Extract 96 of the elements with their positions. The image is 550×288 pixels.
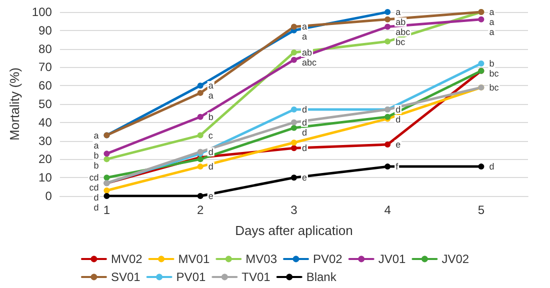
x-axis-title: Days after aplication — [235, 223, 353, 238]
point — [197, 193, 204, 199]
annotation: d — [396, 114, 401, 125]
point — [290, 119, 297, 126]
annotation: d — [489, 162, 494, 172]
annotation: e — [302, 172, 307, 183]
point — [384, 164, 391, 170]
point — [290, 49, 297, 56]
legend-label: TV01 — [242, 270, 271, 284]
point — [384, 16, 391, 22]
y-tick-label: 100 — [32, 5, 52, 19]
y-axis-title: Mortality (%) — [7, 68, 22, 140]
annotation: e — [396, 139, 401, 150]
y-tick-label: 80 — [38, 42, 52, 56]
annotation: a — [489, 17, 494, 27]
legend-label: JV01 — [378, 252, 406, 266]
y-tick-label: 40 — [38, 115, 52, 130]
annotation: bc — [396, 37, 406, 47]
annotation: f — [396, 162, 399, 172]
point — [104, 187, 110, 194]
annotation: d — [302, 104, 307, 115]
annotation: a — [396, 7, 401, 17]
annotation: a — [208, 90, 214, 101]
legend-label: MV01 — [178, 252, 210, 266]
annotation: d — [94, 192, 99, 203]
legend-label: JV02 — [442, 252, 470, 266]
legend-label: PV02 — [312, 252, 343, 266]
point — [104, 174, 110, 181]
y-tick-label: 20 — [38, 152, 52, 166]
y-tick-label: 30 — [38, 134, 52, 148]
x-tick-label: 3 — [290, 203, 298, 217]
point — [104, 150, 110, 157]
point — [197, 114, 204, 120]
point — [104, 156, 110, 162]
annotation: cd — [89, 182, 99, 193]
point — [290, 106, 297, 113]
point — [384, 24, 391, 30]
annotation: bc — [489, 68, 500, 79]
point — [197, 164, 204, 170]
annotation: ab — [302, 47, 312, 58]
legend-label: SV01 — [110, 270, 141, 284]
point — [290, 124, 297, 131]
annotation: d — [94, 202, 99, 213]
point — [290, 145, 297, 152]
point — [197, 132, 204, 138]
annotation: d — [208, 162, 214, 172]
annotation: a — [94, 130, 99, 140]
point — [104, 193, 110, 199]
x-tick-label: 2 — [197, 203, 204, 217]
legend-label: Blank — [306, 270, 338, 284]
point — [290, 24, 297, 30]
annotation: c — [208, 130, 214, 140]
annotation: a — [94, 140, 99, 150]
point — [290, 56, 297, 63]
legend-label: MV03 — [246, 252, 278, 266]
y-tick-label: 70 — [38, 60, 52, 74]
annotation: d — [208, 146, 214, 157]
point — [197, 90, 204, 96]
point — [478, 164, 484, 170]
x-tick-label: 1 — [103, 203, 110, 217]
annotation: a — [208, 80, 214, 91]
point — [290, 140, 297, 146]
annotation: e — [208, 191, 214, 201]
annotation: d — [302, 143, 307, 154]
point — [384, 9, 391, 15]
annotation: ab — [396, 17, 406, 27]
point — [384, 38, 391, 44]
y-tick-label: 0 — [45, 189, 52, 203]
annotation: bc — [489, 82, 500, 92]
point — [197, 82, 204, 89]
x-tick-label: 4 — [384, 203, 392, 217]
annotation: b — [94, 160, 99, 170]
annotation: abc — [302, 57, 317, 68]
y-tick-label: 60 — [38, 78, 52, 93]
annotation: a — [302, 22, 307, 32]
legend-label: MV02 — [110, 252, 143, 266]
annotation: abc — [396, 27, 411, 37]
legend-label: PV01 — [176, 270, 206, 284]
annotation: b — [489, 58, 494, 69]
y-tick-label: 10 — [38, 170, 52, 185]
annotation: d — [396, 104, 401, 115]
y-tick-label: 50 — [38, 97, 52, 111]
annotation: b — [208, 112, 214, 122]
point — [478, 60, 484, 67]
y-tick-label: 90 — [38, 23, 52, 38]
annotation: a — [489, 7, 494, 17]
point — [384, 141, 391, 148]
annotation: d — [302, 117, 307, 128]
annotation: d — [302, 127, 307, 138]
annotation: cd — [89, 172, 99, 183]
x-tick-label: 5 — [478, 203, 485, 217]
annotation: a — [489, 27, 494, 37]
point — [290, 174, 297, 181]
annotation: b — [94, 150, 99, 160]
annotation: a — [302, 32, 307, 42]
point — [478, 16, 484, 22]
